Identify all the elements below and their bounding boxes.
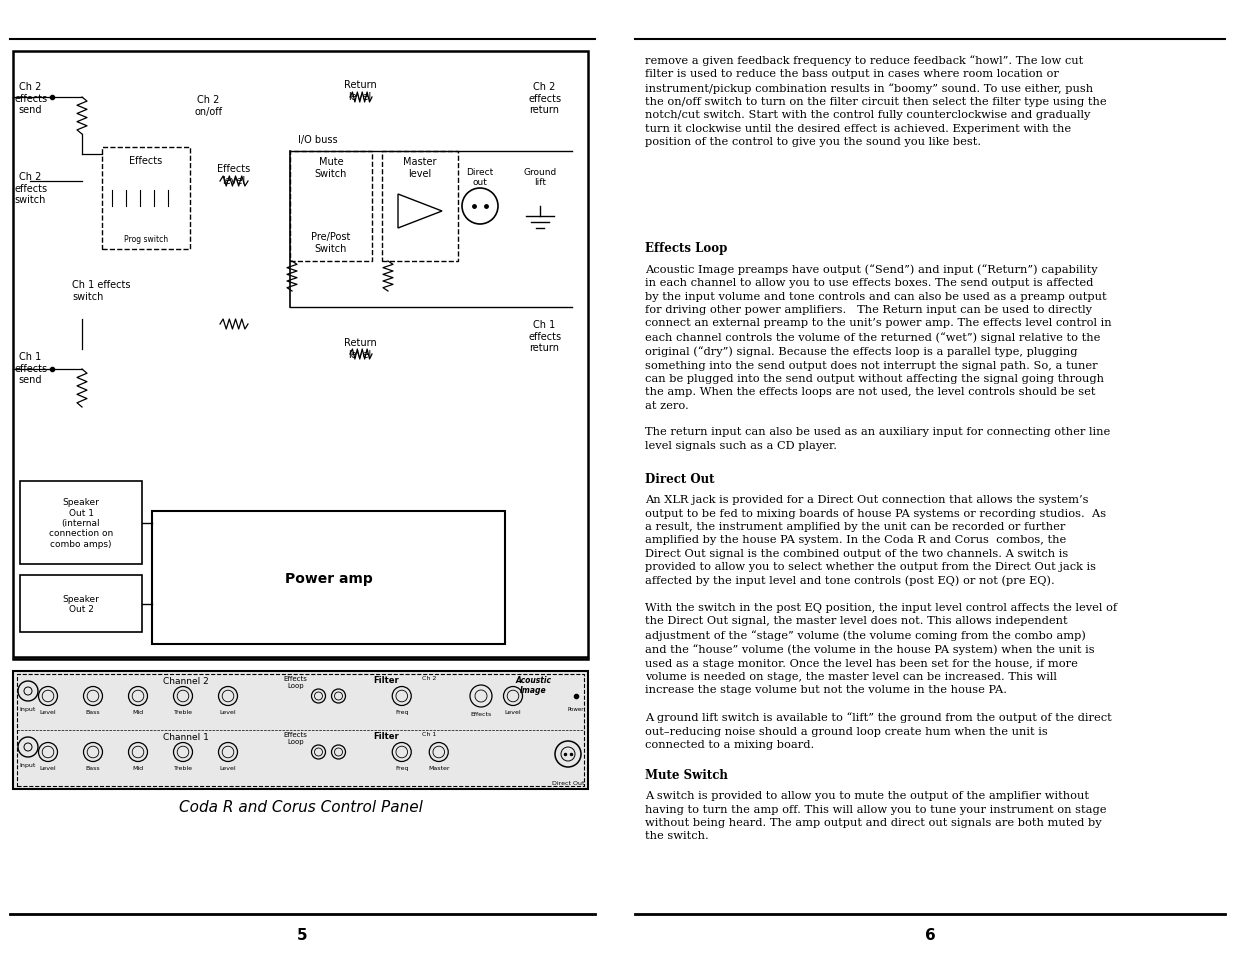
Text: Prog switch: Prog switch — [124, 234, 168, 244]
Text: Effects Loop: Effects Loop — [645, 242, 727, 254]
Text: Effects
Loop: Effects Loop — [284, 731, 308, 744]
FancyBboxPatch shape — [290, 152, 372, 262]
Text: Ch 1 effects
switch: Ch 1 effects switch — [72, 280, 131, 301]
Text: Level: Level — [40, 765, 57, 770]
Text: Input: Input — [20, 762, 36, 767]
Text: Channel 1: Channel 1 — [163, 732, 209, 741]
FancyBboxPatch shape — [103, 148, 190, 250]
Text: Master: Master — [429, 765, 450, 770]
Text: Freq: Freq — [395, 765, 409, 770]
Text: Treble: Treble — [173, 709, 193, 714]
Text: I/O buss: I/O buss — [298, 135, 338, 145]
Text: Effects: Effects — [471, 711, 492, 717]
Text: Filter: Filter — [373, 676, 399, 684]
Text: An XLR jack is provided for a Direct Out connection that allows the system’s
out: An XLR jack is provided for a Direct Out… — [645, 495, 1118, 749]
Text: Ch 2
effects
return: Ch 2 effects return — [529, 82, 561, 115]
Text: Speaker
Out 2: Speaker Out 2 — [63, 594, 100, 614]
Text: Treble: Treble — [173, 765, 193, 770]
Text: Direct Out: Direct Out — [645, 473, 715, 486]
Text: Direct
out: Direct out — [467, 168, 494, 187]
Text: Ch 1
effects
return: Ch 1 effects return — [529, 319, 561, 353]
Text: 6: 6 — [925, 927, 935, 943]
Text: Coda R and Corus Control Panel: Coda R and Corus Control Panel — [179, 800, 422, 815]
Text: Ch 1
effects
send: Ch 1 effects send — [14, 352, 47, 385]
Text: Mid: Mid — [132, 765, 143, 770]
Bar — [17, 675, 584, 786]
Text: Direct Out: Direct Out — [552, 781, 584, 785]
Text: Effects
Loop: Effects Loop — [284, 676, 308, 688]
Text: Level: Level — [220, 709, 236, 714]
Text: Ch 2
effects
send: Ch 2 effects send — [14, 82, 47, 115]
Text: Input: Input — [20, 706, 36, 711]
Text: A switch is provided to allow you to mute the output of the amplifier without
ha: A switch is provided to allow you to mut… — [645, 791, 1107, 841]
Text: Power: Power — [568, 706, 584, 711]
Text: remove a given feedback frequency to reduce feedback “howl”. The low cut
filter : remove a given feedback frequency to red… — [645, 55, 1107, 147]
Text: Acoustic Image preamps have output (“Send”) and input (“Return”) capability
in e: Acoustic Image preamps have output (“Sen… — [645, 264, 1112, 450]
Text: Ground
lift: Ground lift — [524, 168, 557, 187]
Bar — [14, 52, 588, 658]
Text: Level: Level — [505, 709, 521, 714]
Text: Effects: Effects — [130, 156, 163, 166]
Text: Ch 2: Ch 2 — [421, 676, 436, 680]
Bar — [152, 512, 505, 644]
Text: Bass: Bass — [85, 709, 100, 714]
Text: Pre/Post
Switch: Pre/Post Switch — [311, 233, 351, 253]
Text: Ch 1: Ch 1 — [421, 731, 436, 737]
Text: 5: 5 — [296, 927, 308, 943]
Text: Acoustic: Acoustic — [515, 676, 551, 684]
Text: Bass: Bass — [85, 765, 100, 770]
Text: Speaker
Out 1
(internal
connection on
combo amps): Speaker Out 1 (internal connection on co… — [49, 497, 114, 548]
Text: Mid: Mid — [132, 709, 143, 714]
Text: Mute
Switch: Mute Switch — [315, 157, 347, 178]
Bar — [14, 671, 588, 789]
Text: Effects
level: Effects level — [217, 164, 251, 186]
Text: Master
level: Master level — [404, 157, 437, 178]
Text: Channel 2: Channel 2 — [163, 677, 209, 685]
Text: Image: Image — [520, 685, 546, 695]
Text: Return
level: Return level — [343, 337, 377, 359]
Text: Ch 2
on/off: Ch 2 on/off — [194, 95, 222, 116]
Text: Level: Level — [220, 765, 236, 770]
Text: Level: Level — [40, 709, 57, 714]
Text: Power amp: Power amp — [284, 571, 373, 585]
Text: Return
level: Return level — [343, 80, 377, 101]
FancyBboxPatch shape — [382, 152, 458, 262]
Text: Filter: Filter — [373, 731, 399, 740]
Bar — [20, 481, 142, 564]
Text: Mute Switch: Mute Switch — [645, 768, 727, 781]
Text: Ch 2
effects
switch: Ch 2 effects switch — [14, 172, 47, 205]
Text: Freq: Freq — [395, 709, 409, 714]
Bar — [20, 576, 142, 633]
